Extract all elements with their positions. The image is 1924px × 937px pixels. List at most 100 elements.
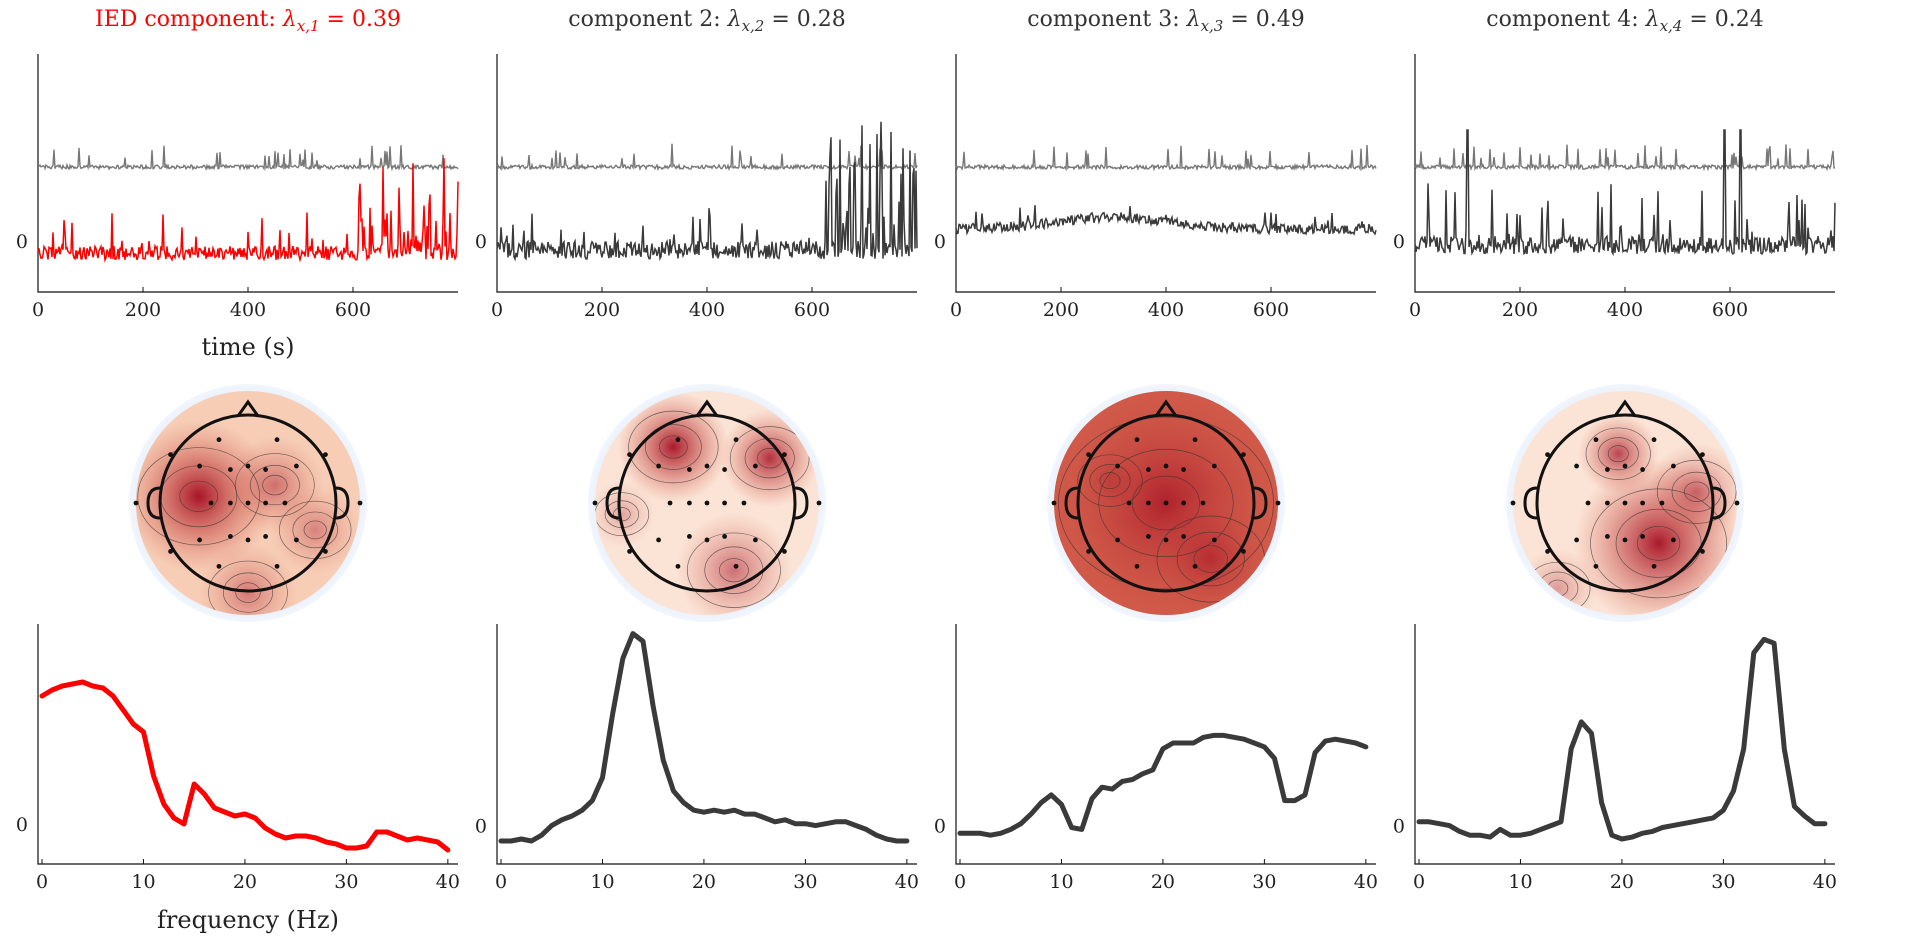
freq-tick-label: 10 bbox=[590, 871, 614, 893]
freq-tick-label: 30 bbox=[793, 871, 817, 893]
electrode bbox=[274, 563, 280, 569]
topo-contour bbox=[1590, 488, 1728, 599]
electrode bbox=[133, 500, 139, 506]
electrode bbox=[627, 452, 632, 457]
topo-contour bbox=[645, 424, 702, 470]
electrode bbox=[704, 537, 710, 543]
electrode bbox=[1200, 500, 1206, 506]
freq-tick-label: 20 bbox=[233, 871, 257, 893]
freq-tick-label: 30 bbox=[334, 871, 358, 893]
topo-contour bbox=[1132, 475, 1200, 531]
topo-contour bbox=[137, 447, 260, 546]
electrode bbox=[592, 500, 598, 506]
head-outline bbox=[158, 413, 338, 593]
electrode bbox=[687, 500, 692, 506]
electrode bbox=[687, 534, 692, 539]
spectrum-line bbox=[957, 732, 1369, 838]
electrode bbox=[1545, 452, 1550, 457]
frequency-axis-label: frequency (Hz) bbox=[157, 906, 339, 934]
topo-contour bbox=[1597, 437, 1639, 471]
topo-contour bbox=[1636, 525, 1681, 561]
reference-trace bbox=[496, 143, 918, 172]
head-outline bbox=[617, 413, 797, 593]
time-tick-label: 0 bbox=[491, 299, 503, 321]
topo-contour bbox=[628, 410, 719, 484]
electrode bbox=[1115, 537, 1120, 543]
topo-contour bbox=[659, 435, 688, 459]
topo-contour bbox=[1176, 531, 1245, 587]
title-equals: = 0.24 bbox=[1682, 7, 1763, 32]
topo-contour bbox=[235, 453, 315, 517]
electrode bbox=[168, 549, 173, 554]
freq-tick-label: 0 bbox=[1413, 871, 1425, 893]
electrode bbox=[294, 463, 299, 469]
title-symbol: λ bbox=[1645, 7, 1660, 32]
head-outline bbox=[1535, 413, 1715, 593]
electrode bbox=[704, 463, 710, 469]
topo-contour bbox=[235, 582, 261, 603]
title-prefix: IED component: bbox=[95, 7, 283, 32]
nose bbox=[695, 399, 719, 417]
title-prefix: component 2: bbox=[568, 7, 727, 32]
electrode bbox=[1605, 500, 1610, 506]
electrode bbox=[782, 549, 787, 554]
time-tick-label: 400 bbox=[1607, 299, 1643, 321]
electrode bbox=[216, 563, 222, 569]
electrode bbox=[656, 537, 661, 543]
spectrum-zero-label: 0 bbox=[16, 814, 28, 836]
electrode bbox=[753, 537, 758, 543]
left-ear bbox=[1523, 486, 1538, 520]
electrode bbox=[245, 463, 251, 469]
electrode bbox=[1212, 537, 1217, 543]
time-tick-label: 0 bbox=[1409, 299, 1421, 321]
electrode bbox=[1163, 463, 1169, 469]
time-tick-label: 0 bbox=[32, 299, 44, 321]
title-equals: = 0.39 bbox=[320, 7, 401, 32]
electrode bbox=[733, 563, 739, 569]
electrode bbox=[216, 437, 222, 443]
electrode bbox=[1086, 549, 1091, 554]
title-prefix: component 4: bbox=[1486, 7, 1645, 32]
electrode bbox=[282, 500, 288, 506]
electrode bbox=[274, 437, 280, 443]
title-equals: = 0.28 bbox=[764, 7, 845, 32]
time-tick-label: 200 bbox=[1043, 299, 1079, 321]
topo-spot bbox=[675, 511, 793, 615]
electrode bbox=[675, 437, 681, 443]
freq-tick-label: 30 bbox=[1252, 871, 1276, 893]
time-tick-label: 400 bbox=[689, 299, 725, 321]
time-tick-label: 0 bbox=[950, 299, 962, 321]
freq-tick-label: 0 bbox=[36, 871, 48, 893]
electrode bbox=[1134, 563, 1140, 569]
topo-contour bbox=[249, 465, 300, 506]
electrode bbox=[1640, 467, 1645, 472]
time-zero-label: 0 bbox=[16, 231, 28, 253]
freq-tick-label: 40 bbox=[1354, 871, 1378, 893]
electrode bbox=[1671, 537, 1676, 543]
reference-trace bbox=[955, 144, 1377, 172]
time-tick-label: 600 bbox=[335, 299, 371, 321]
time-tick-label: 600 bbox=[794, 299, 830, 321]
time-axes bbox=[37, 54, 458, 293]
reference-trace bbox=[37, 145, 459, 172]
electrode bbox=[1622, 537, 1628, 543]
panel-1: IED component: λx,1 = 0.39 0 0 200 400 600 0 0 1… bbox=[16, 7, 460, 893]
topo-contour bbox=[1058, 416, 1274, 590]
title-subscript: x,3 bbox=[1201, 17, 1224, 35]
spectrum-line bbox=[39, 679, 451, 853]
topo-contour bbox=[262, 474, 288, 496]
title-symbol: λ bbox=[282, 7, 297, 32]
title-subscript: x,4 bbox=[1660, 17, 1683, 35]
electrode bbox=[722, 534, 727, 539]
electrode bbox=[1241, 549, 1246, 554]
electrode bbox=[197, 537, 203, 543]
electrode bbox=[816, 500, 822, 506]
electrode bbox=[675, 563, 681, 569]
spectrum-axes bbox=[37, 624, 458, 865]
panel-4: component 4: λx,4 = 0.24 0 0 200 400 600 0 0 10 2… bbox=[1393, 7, 1837, 893]
title-prefix: component 3: bbox=[1027, 7, 1186, 32]
electrode bbox=[1622, 500, 1628, 506]
electrode bbox=[228, 467, 233, 472]
electrode bbox=[1651, 563, 1657, 569]
